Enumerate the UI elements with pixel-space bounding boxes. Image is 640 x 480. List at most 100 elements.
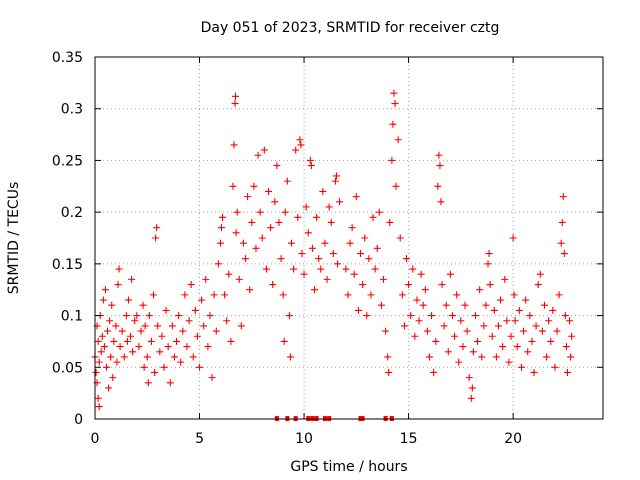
data-point — [113, 358, 121, 366]
data-point — [448, 312, 456, 320]
data-point — [557, 239, 565, 247]
data-point — [101, 286, 109, 294]
data-point — [230, 141, 238, 149]
data-point — [501, 275, 509, 283]
data-point — [520, 327, 528, 335]
data-point — [235, 275, 243, 283]
data-point — [563, 368, 571, 376]
data-point — [457, 317, 465, 325]
data-point — [459, 343, 467, 351]
data-point — [98, 332, 106, 340]
data-point — [128, 275, 136, 283]
data-point — [317, 265, 325, 273]
data-point — [288, 239, 296, 247]
data-point — [511, 317, 519, 325]
data-point — [135, 343, 143, 351]
data-point — [425, 353, 433, 361]
data-point — [193, 332, 201, 340]
data-point — [97, 348, 105, 356]
data-point — [175, 312, 183, 320]
data-point — [229, 182, 237, 190]
data-point — [231, 100, 239, 108]
data-point — [388, 156, 396, 164]
data-point — [436, 162, 444, 170]
data-point — [204, 343, 212, 351]
y-tick-label: 0.2 — [61, 205, 83, 221]
data-point — [344, 291, 352, 299]
data-point — [219, 213, 227, 221]
data-point — [144, 379, 152, 387]
data-point — [534, 281, 542, 289]
data-point — [536, 270, 544, 278]
data-point — [95, 403, 103, 411]
data-point — [405, 281, 413, 289]
data-point — [463, 327, 471, 335]
y-tick-label: 0 — [74, 412, 83, 428]
y-tick-label: 0.15 — [52, 257, 83, 273]
data-point — [485, 250, 493, 258]
data-point — [206, 312, 214, 320]
x-tick-label: 20 — [504, 431, 522, 447]
data-point — [331, 177, 339, 185]
data-point — [116, 343, 124, 351]
data-point — [152, 234, 160, 242]
data-point — [350, 270, 358, 278]
data-point — [560, 250, 568, 258]
data-point — [440, 322, 448, 330]
data-point — [329, 250, 337, 258]
data-point — [377, 301, 385, 309]
data-point — [411, 332, 419, 340]
data-point — [547, 337, 555, 345]
data-point — [373, 244, 381, 252]
data-point — [558, 218, 566, 226]
data-point — [246, 286, 254, 294]
data-point — [269, 281, 277, 289]
data-point — [242, 255, 250, 263]
data-point — [160, 363, 168, 371]
data-point — [99, 296, 107, 304]
x-tick-label: 5 — [195, 431, 204, 447]
data-point — [277, 255, 285, 263]
data-point — [118, 327, 126, 335]
data-point — [507, 332, 515, 340]
data-point — [486, 281, 494, 289]
data-point — [315, 255, 323, 263]
data-point — [480, 322, 488, 330]
data-point — [453, 291, 461, 299]
data-point — [510, 291, 518, 299]
data-point — [256, 208, 264, 216]
data-point — [168, 322, 176, 330]
data-point — [145, 312, 153, 320]
y-tick-label: 0.05 — [52, 360, 83, 376]
data-point — [250, 182, 258, 190]
data-point — [325, 203, 333, 211]
data-point — [538, 327, 546, 335]
data-point — [166, 379, 174, 387]
data-point — [319, 187, 327, 195]
data-point — [562, 343, 570, 351]
y-tick-label: 0.3 — [61, 102, 83, 118]
data-point — [361, 234, 369, 242]
data-point — [396, 234, 404, 242]
data-point — [102, 363, 110, 371]
data-point — [524, 348, 532, 356]
data-point — [124, 296, 132, 304]
data-point — [409, 265, 417, 273]
data-point — [497, 296, 505, 304]
data-point — [279, 291, 287, 299]
data-point — [432, 337, 440, 345]
data-point — [212, 327, 220, 335]
data-point — [545, 317, 553, 325]
data-point — [254, 151, 262, 159]
data-point — [444, 348, 452, 356]
data-point — [499, 343, 507, 351]
data-point — [469, 348, 477, 356]
data-point — [532, 322, 540, 330]
data-point — [419, 301, 427, 309]
data-point — [392, 182, 400, 190]
data-point — [488, 332, 496, 340]
data-point — [467, 394, 475, 402]
data-point — [109, 374, 117, 382]
data-point — [348, 224, 356, 232]
